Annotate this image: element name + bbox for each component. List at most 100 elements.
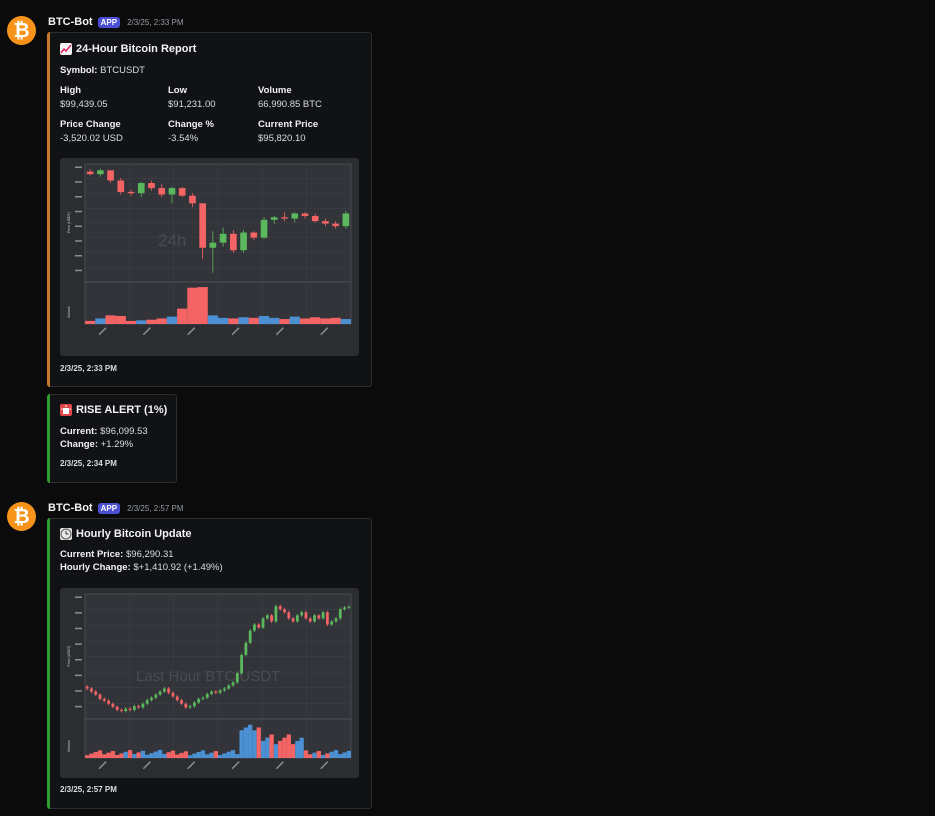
candle-body [244, 642, 248, 655]
volume-bar [325, 753, 330, 758]
rotating-light-icon [60, 404, 72, 416]
field-name-volume: Volume [258, 85, 292, 96]
candle-body [97, 170, 104, 175]
candle-body [199, 203, 206, 248]
username[interactable]: BTC-Bot [48, 16, 93, 28]
candle-body [270, 615, 274, 622]
candle-body [274, 606, 278, 622]
candle-body [278, 606, 282, 610]
volume-bar [85, 755, 90, 758]
message-header: BTC-Bot APP 2/3/25, 2:57 PM [48, 500, 184, 516]
candle-body [223, 688, 226, 691]
volume-bar [329, 751, 334, 758]
candle-body [154, 694, 158, 698]
volume-bar [145, 754, 150, 758]
candle-body [260, 219, 268, 238]
volume-bar [256, 727, 261, 758]
x-tick-label [231, 761, 240, 770]
candle-body [188, 706, 192, 708]
field-name-current-price: Current Price [258, 119, 319, 130]
x-tick-label [98, 761, 107, 770]
field-value-price-change: -3,520.02 USD [60, 133, 123, 144]
candle-body [347, 606, 351, 608]
bitcoin-icon[interactable]: ₿ [7, 502, 36, 531]
volume-bar [252, 730, 257, 758]
x-tick-label [142, 327, 151, 336]
candle-body [209, 242, 217, 248]
candle-body [231, 682, 235, 686]
volume-bar [166, 316, 178, 324]
volume-bar [303, 750, 309, 758]
volume-bar [89, 753, 94, 758]
y-tick-label [75, 627, 82, 630]
volume-bar [222, 753, 227, 758]
candle-body [313, 615, 316, 622]
chart-watermark: 24h [158, 231, 186, 250]
field-name-change-pct: Change % [168, 119, 214, 130]
bitcoin-icon[interactable]: ₿ [7, 16, 36, 45]
volume-bar [97, 750, 103, 758]
volume-bar [123, 751, 128, 758]
volume-bar [316, 751, 321, 758]
volume-bar [265, 737, 270, 758]
candle-body [167, 688, 171, 693]
volume-bar [187, 287, 198, 324]
candle-body [250, 232, 258, 238]
volume-bar [342, 752, 347, 758]
volume-bar [207, 315, 218, 324]
y-tick-label [75, 166, 82, 168]
candle-body [132, 706, 136, 710]
candle-body [235, 673, 239, 683]
current-price-value: $96,290.31 [126, 549, 174, 560]
field-value-low: $91,231.00 [168, 99, 216, 110]
message-timestamp[interactable]: 2/3/25, 2:57 PM [127, 503, 184, 513]
volume-bar [320, 318, 331, 324]
username[interactable]: BTC-Bot [48, 502, 93, 514]
volume-bar [269, 317, 280, 324]
candle-body [265, 615, 269, 619]
candle-body [178, 188, 186, 196]
volume-bar [299, 737, 304, 758]
candle-body [311, 216, 319, 222]
volume-bar [228, 318, 239, 324]
volume-bar [156, 318, 167, 324]
candle-body [111, 703, 115, 707]
candle-body [141, 703, 145, 708]
field-value-current-price: $95,820.10 [258, 133, 306, 144]
app-badge: APP [97, 16, 121, 28]
x-tick-label [187, 327, 196, 336]
message-timestamp[interactable]: 2/3/25, 2:33 PM [127, 17, 184, 27]
volume-bar [209, 752, 214, 758]
current-price-label: Current Price: [60, 549, 124, 560]
field-name-price-change: Price Change [60, 119, 121, 130]
report-embed: 24-Hour Bitcoin Report Symbol: BTCUSDT H… [47, 32, 372, 387]
x-tick-label [320, 761, 329, 770]
current-label: Current: [60, 426, 98, 437]
candlestick-chart-hourly: Last Hour BTC/USDT Price (USDT) Volume [67, 593, 352, 770]
x-tick-label [187, 761, 196, 770]
volume-bar [153, 751, 158, 758]
symbol-value: BTCUSDT [100, 65, 145, 76]
volume-bar [260, 740, 266, 758]
candle-body [301, 213, 309, 217]
volume-bar [299, 318, 311, 324]
volume-bar [119, 753, 124, 758]
candle-body [332, 223, 339, 227]
candle-body [210, 691, 213, 694]
volume-bar [340, 319, 351, 324]
volume-bar [187, 755, 193, 758]
chart-image-hourly[interactable]: Last Hour BTC/USDT Price (USDT) Volume [60, 588, 359, 778]
volume-bar [239, 730, 244, 758]
candle-body [240, 654, 243, 674]
volume-bar [279, 319, 290, 324]
y-tick-label [75, 705, 82, 708]
candle-body [90, 688, 93, 692]
chart-image-24h[interactable]: 24h Price (USDT) Volume [60, 158, 359, 356]
current-price-line: Current Price: $96,290.31 [60, 549, 174, 560]
candle-body [291, 618, 295, 622]
clock-icon [60, 528, 72, 540]
candle-body [158, 691, 162, 695]
volume-bar [127, 750, 133, 758]
candle-body [127, 191, 135, 194]
field-value-volume: 66,990.85 BTC [258, 99, 322, 110]
